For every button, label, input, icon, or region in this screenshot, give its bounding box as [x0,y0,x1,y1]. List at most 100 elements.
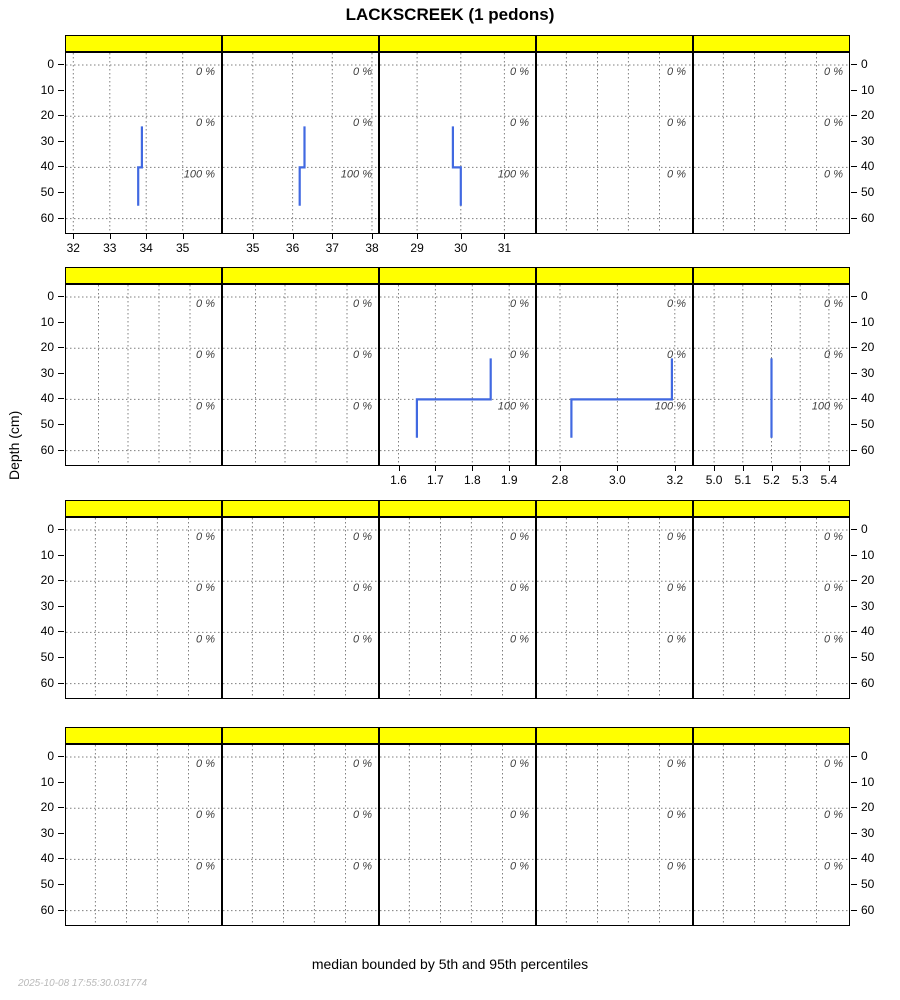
x-axis-tick-label: 5.0 [705,473,723,487]
depth-axis-tick [58,807,64,809]
pct-contributing-label: 0 % [196,531,215,543]
depth-tick-label: 20 [40,340,54,355]
pct-contributing-label: 0 % [667,860,686,872]
lattice-panel: 0 % 0 % 0 % [693,744,850,926]
pct-contributing-label: 0 % [824,349,843,361]
x-axis-tick [828,466,830,471]
depth-axis-tick [58,781,64,783]
depth-tick-label: 40 [40,624,54,639]
depth-tick-label: 40 [40,391,54,406]
x-axis-tick-label: 31 [497,241,512,255]
depth-tick-label: 60 [40,902,54,917]
depth-axis-tick [851,884,857,885]
panel-plot: 0 % 0 % 0 % [537,53,692,233]
depth-tick-label: 30 [861,825,875,840]
depth-tick-label: 20 [861,340,875,355]
x-axis-tick [771,466,773,471]
lattice-panel: 0 % 0 % 0 % [222,517,379,699]
pct-contributing-label: 100 % [184,168,215,180]
pct-contributing-label: 0 % [196,860,215,872]
pct-contributing-label: 0 % [196,298,215,310]
depth-tick-label: 20 [861,108,875,123]
depth-axis-tick [851,424,857,425]
panel-strip-label [693,500,850,517]
pct-contributing-label: 0 % [196,66,215,78]
x-axis-tick-label: 5.1 [734,473,752,487]
median-profile-line [570,358,673,438]
panel-plot: 0 % 0 % 0 % [380,518,535,698]
depth-axis-tick [851,858,857,860]
x-axis-tick-label: 1.8 [463,473,481,487]
median-profile-line [137,126,144,206]
depth-axis-tick [851,756,857,757]
pct-contributing-label: 0 % [196,117,215,129]
pct-contributing-label: 0 % [510,758,529,770]
panel-strip-label [536,267,693,284]
depth-tick-label: 10 [861,314,875,329]
pct-contributing-label: 0 % [667,582,686,594]
panel-plot: 0 % 0 % 0 % [223,285,378,465]
depth-tick-label: 40 [40,851,54,866]
pct-contributing-label: 0 % [353,117,372,129]
pct-contributing-label: 0 % [667,349,686,361]
figure-caption: median bounded by 5th and 95th percentil… [311,956,589,972]
pct-contributing-label: 0 % [824,809,843,821]
panel-strip-label [379,267,536,284]
depth-axis-tick [58,605,64,607]
depth-tick-label: 60 [40,675,54,690]
panel-plot: 0 % 0 % 100 % [223,53,378,233]
x-axis-tick-label: 5.4 [820,473,838,487]
timestamp-text: 2025-10-08 17:55:30.031774 [18,978,148,989]
depth-axis-tick [58,89,64,91]
depth-tick-label: 20 [861,573,875,588]
panel-plot: 0 % 0 % 0 % [380,745,535,925]
pct-contributing-label: 0 % [510,860,529,872]
panel-plot: 0 % 0 % 100 % [380,53,535,233]
depth-tick-label: 60 [861,902,875,917]
panel-plot: 0 % 0 % 0 % [66,745,221,925]
depth-axis-tick [58,321,64,323]
lattice-panel: 0 % 0 % 0 % [693,517,850,699]
lattice-panel: 0 % 0 % 0 % [222,744,379,926]
depth-axis-tick [851,398,857,400]
x-axis-tick-label: 30 [454,241,468,255]
pct-contributing-label: 0 % [667,809,686,821]
depth-tick-label: 40 [861,624,875,639]
x-axis-tick [504,234,506,239]
panel-strip-label [379,500,536,517]
depth-axis-tick [851,321,857,323]
panel-plot: 0 % 0 % 100 % [380,285,535,465]
depth-axis-tick [58,115,64,117]
pct-contributing-label: 0 % [196,582,215,594]
panel-plot: 0 % 0 % 100 % [537,285,692,465]
pct-contributing-label: 0 % [510,117,529,129]
x-axis-tick [674,466,676,471]
x-axis-tick-label: 35 [246,241,260,255]
x-axis-tick [560,466,561,471]
depth-axis-tick [851,832,857,834]
pct-contributing-label: 0 % [667,758,686,770]
depth-axis-tick [58,858,64,860]
panel-plot: 0 % 0 % 0 % [694,745,849,925]
pct-contributing-label: 0 % [510,582,529,594]
panel-plot: 0 % 0 % 100 % [694,285,849,465]
lattice-panel: 0 % 0 % 0 % [222,284,379,466]
panel-plot: 0 % 0 % 0 % [66,518,221,698]
x-axis-tick [146,234,148,239]
pct-contributing-label: 100 % [498,168,529,180]
x-axis-tick-label: 1.6 [390,473,407,487]
x-axis-tick [292,234,294,239]
depth-axis-tick [851,631,857,633]
panel-strip-label [693,727,850,744]
lattice-panel: 0 % 0 % 0 % [693,52,850,234]
lattice-panel: 0 % 0 % 0 % [536,517,693,699]
depth-axis-tick [58,580,64,582]
depth-tick-label: 30 [40,365,54,380]
pct-contributing-label: 100 % [812,400,843,412]
x-axis-tick [617,466,619,471]
pct-contributing-label: 100 % [655,400,686,412]
x-axis-tick [435,466,437,471]
lattice-panel: 0 % 0 % 0 % [65,744,222,926]
depth-tick-label: 40 [861,391,875,406]
panel-strip-label [65,727,222,744]
